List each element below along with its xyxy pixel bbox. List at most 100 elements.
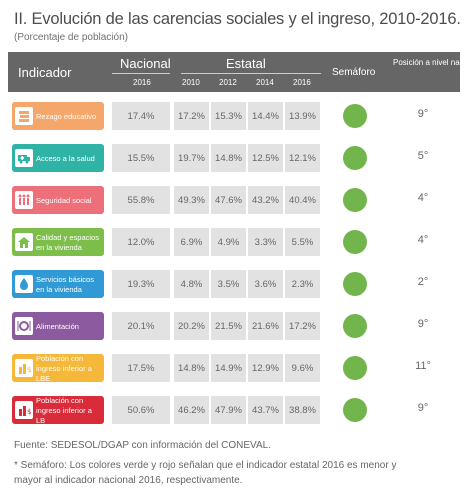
position-value: 9° <box>417 318 429 330</box>
cell-estatal-2010: 19.7% <box>174 144 209 172</box>
house-icon <box>18 237 30 248</box>
cell-nacional-2016: 50.6% <box>112 396 170 424</box>
cell-estatal-2012: 14.9% <box>211 354 246 382</box>
semaforo-dot <box>343 146 367 170</box>
cell-estatal-2010: 49.3% <box>174 186 209 214</box>
cell-nacional-2016: 20.1% <box>112 312 170 340</box>
indicator-label: Acceso a la salud <box>36 153 95 163</box>
cell-estatal-2012: 3.5% <box>211 270 246 298</box>
indicator-label: Alimentación <box>36 321 79 331</box>
indicator-label: Servicios básicos en la vivienda <box>36 274 94 294</box>
header-indicador: Indicador <box>18 65 72 80</box>
position-value: 4° <box>417 192 429 204</box>
svg-text:$: $ <box>27 408 31 416</box>
table-row: Calidad y espacios en la vivienda 12.0% 6.… <box>8 224 460 260</box>
cell-nacional-2016: 55.8% <box>112 186 170 214</box>
header-year-2014: 2014 <box>256 78 274 87</box>
footer-source: Fuente: SEDESOL/DGAP con información del… <box>14 440 271 451</box>
indicator-icon-box: $ <box>15 401 33 419</box>
indicator-icon-box <box>15 275 33 293</box>
cell-nacional-2016: 19.3% <box>112 270 170 298</box>
cell-estatal-2014: 21.6% <box>248 312 283 340</box>
cell-estatal-2012: 15.3% <box>211 102 246 130</box>
header-year-2012: 2012 <box>219 78 237 87</box>
cell-estatal-2016: 40.4% <box>285 186 320 214</box>
footer-note-line2: mayor al indicador nacional 2016, respec… <box>14 475 243 486</box>
cell-estatal-2010: 46.2% <box>174 396 209 424</box>
cell-estatal-2012: 4.9% <box>211 228 246 256</box>
cell-estatal-2014: 12.5% <box>248 144 283 172</box>
cell-estatal-2016: 9.6% <box>285 354 320 382</box>
table-row: Seguridad social 55.8% 49.3% 47.6% 43.2% 40.4… <box>8 182 460 218</box>
cell-estatal-2010: 6.9% <box>174 228 209 256</box>
cell-estatal-2010: 20.2% <box>174 312 209 340</box>
indicator-pill: $ Población con ingreso inferior a LBE <box>12 353 104 383</box>
header-year-2010: 2010 <box>182 78 200 87</box>
money-icon: $ <box>19 406 31 416</box>
cell-estatal-2016: 17.2% <box>285 312 320 340</box>
cell-estatal-2012: 14.8% <box>211 144 246 172</box>
cell-nacional-2016: 17.4% <box>112 102 170 130</box>
cell-estatal-2016: 5.5% <box>285 228 320 256</box>
indicator-pill: Acceso a la salud <box>12 144 104 172</box>
indicator-label: Población con ingreso inferior a LB <box>36 395 92 425</box>
table-header: Indicador Nacional Estatal 2016 2010 201… <box>8 52 470 92</box>
position-value: 2° <box>417 276 429 288</box>
cell-estatal-2016: 2.3% <box>285 270 320 298</box>
indicator-icon-box <box>15 317 33 335</box>
position-value: 9° <box>417 402 429 414</box>
header-estatal: Estatal <box>226 56 266 71</box>
header-divider <box>112 73 170 74</box>
cell-estatal-2010: 14.8% <box>174 354 209 382</box>
table-row: Servicios básicos en la vivienda 19.3% 4.8… <box>8 266 460 302</box>
page-title: II. Evolución de las carencias sociales … <box>14 10 461 28</box>
indicator-label: Población con ingreso inferior a LBE <box>36 353 92 383</box>
indicator-icon-box <box>15 191 33 209</box>
header-year-2016: 2016 <box>293 78 311 87</box>
cell-estatal-2014: 14.4% <box>248 102 283 130</box>
indicator-label: Seguridad social <box>36 195 92 205</box>
indicator-pill: Alimentación <box>12 312 104 340</box>
cell-estatal-2010: 4.8% <box>174 270 209 298</box>
indicator-icon-box <box>15 107 33 125</box>
table-row: $ Población con ingreso inferior a LB 50.6… <box>8 392 460 428</box>
books-icon <box>19 111 29 122</box>
cell-estatal-2014: 12.9% <box>248 354 283 382</box>
cell-estatal-2016: 12.1% <box>285 144 320 172</box>
position-value: 11° <box>415 360 431 372</box>
cell-estatal-2012: 47.6% <box>211 186 246 214</box>
indicator-icon-box <box>15 233 33 251</box>
header-divider <box>181 73 321 74</box>
family-icon <box>18 194 30 205</box>
cell-estatal-2012: 21.5% <box>211 312 246 340</box>
semaforo-dot <box>343 314 367 338</box>
plate-icon <box>17 321 31 331</box>
position-value: 5° <box>417 150 429 162</box>
footer-note-line1: * Semáforo: Los colores verde y rojo señ… <box>14 460 397 471</box>
cell-estatal-2014: 3.6% <box>248 270 283 298</box>
position-value: 4° <box>417 234 429 246</box>
position-value: 9° <box>417 108 429 120</box>
indicator-icon-box: $ <box>15 359 33 377</box>
indicator-pill: Calidad y espacios en la vivienda <box>12 228 104 256</box>
indicator-icon-box <box>15 149 33 167</box>
indicators-table: Indicador Nacional Estatal 2016 2010 201… <box>8 52 470 425</box>
cell-nacional-2016: 15.5% <box>112 144 170 172</box>
header-nacional-year: 2016 <box>133 78 151 87</box>
semaforo-dot <box>343 356 367 380</box>
semaforo-dot <box>343 230 367 254</box>
semaforo-dot <box>343 188 367 212</box>
indicator-pill: Servicios básicos en la vivienda <box>12 270 104 298</box>
page-subtitle: (Porcentaje de población) <box>14 32 128 43</box>
semaforo-dot <box>343 272 367 296</box>
ambulance-icon <box>18 155 30 164</box>
cell-estatal-2014: 43.7% <box>248 396 283 424</box>
svg-text:$: $ <box>27 366 31 374</box>
indicator-pill: Seguridad social <box>12 186 104 214</box>
table-row: $ Población con ingreso inferior a LBE 17.… <box>8 350 460 386</box>
indicator-label: Rezago educativo <box>36 111 97 121</box>
header-nacional: Nacional <box>120 56 171 71</box>
money-icon: $ <box>19 364 31 374</box>
cell-estatal-2016: 13.9% <box>285 102 320 130</box>
water-drop-icon <box>20 278 28 290</box>
